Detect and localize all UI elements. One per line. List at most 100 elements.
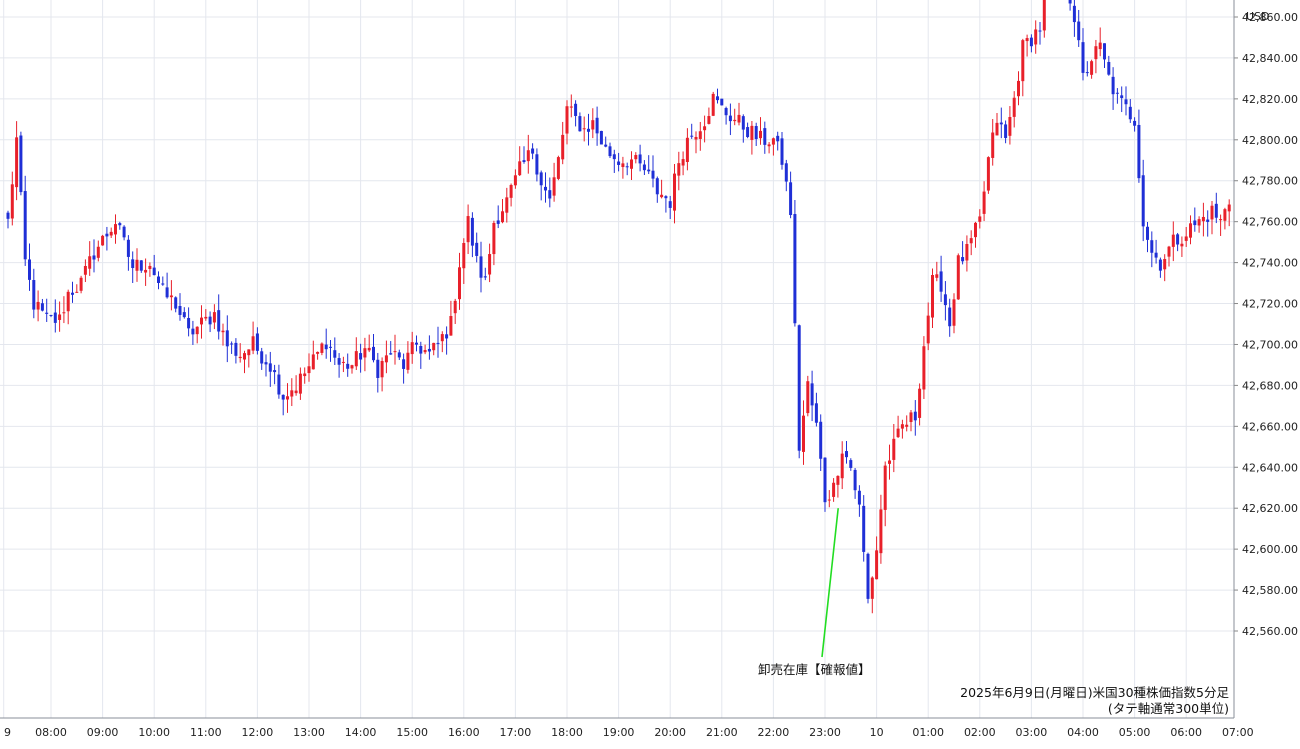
y-tick-label: 42,840.00 (1242, 52, 1298, 65)
candle-body (789, 182, 793, 216)
candle (71, 281, 74, 303)
candle (62, 296, 66, 324)
candle (161, 276, 165, 286)
candle-body (273, 370, 277, 373)
candle-body (221, 330, 225, 333)
candle (376, 352, 380, 393)
candle-body (1206, 219, 1210, 222)
y-tick-label: 42,660.00 (1242, 420, 1298, 433)
candle-body (1120, 95, 1124, 99)
candle-body (599, 130, 603, 145)
candle-body (961, 257, 965, 262)
candle (195, 326, 199, 344)
candle-body (578, 116, 582, 132)
candle (935, 261, 939, 282)
candle-body (402, 359, 406, 369)
candle (286, 383, 289, 413)
candle-body (660, 194, 664, 198)
candle (1141, 159, 1145, 242)
candle (458, 252, 461, 310)
candle-body (608, 146, 612, 157)
annotation-pointer-line (821, 508, 839, 658)
candle-body (449, 316, 453, 336)
candle (913, 400, 917, 436)
candle-body (23, 191, 27, 260)
candle-body (1150, 240, 1154, 253)
candle (1042, 0, 1046, 38)
candle-body (1107, 61, 1111, 75)
candle-body (771, 138, 775, 145)
candle-body (1141, 175, 1145, 227)
candle (999, 107, 1003, 139)
candle (668, 195, 672, 220)
candle (333, 337, 337, 366)
candle (578, 112, 582, 132)
candle (1034, 20, 1038, 54)
candle-body (75, 291, 79, 293)
candle-body (157, 276, 160, 283)
x-tick-label: 02:00 (964, 726, 996, 739)
candle (311, 340, 315, 370)
candle-body (1184, 236, 1188, 241)
candle-body (905, 424, 909, 427)
candle (664, 195, 668, 213)
candle-body (333, 350, 337, 358)
x-tick-label: 22:00 (758, 726, 790, 739)
grid-lines (0, 0, 1234, 718)
candle-body (462, 242, 466, 269)
candle (634, 152, 638, 164)
candle (608, 142, 612, 158)
candle (83, 259, 87, 283)
candle-body (1171, 234, 1175, 247)
candle-body (720, 98, 724, 106)
candle-body (1098, 42, 1102, 50)
candle (1008, 106, 1012, 145)
candle-body (621, 163, 625, 168)
candle-body (225, 330, 229, 347)
candle (569, 94, 573, 118)
candle (1163, 254, 1167, 282)
candle (178, 293, 182, 321)
candle-body (290, 390, 294, 397)
candle (836, 475, 840, 498)
candle (797, 324, 801, 459)
candle (875, 536, 879, 580)
candle-body (1085, 72, 1089, 74)
candle-body (823, 457, 827, 503)
x-tick-label: 10 (870, 726, 884, 739)
candle-body (432, 342, 436, 351)
candle (759, 117, 762, 145)
candle (118, 221, 122, 230)
candle (1193, 207, 1197, 232)
candle-body (1128, 106, 1132, 120)
candle-body (277, 374, 281, 395)
candle (845, 441, 848, 464)
candle (45, 298, 49, 322)
candle (260, 347, 264, 370)
candle (857, 485, 861, 517)
y-tick-label: 42,760.00 (1242, 216, 1298, 229)
candle-body (1068, 0, 1072, 4)
candle-body (518, 161, 522, 176)
y-tick-label: 42,680.00 (1242, 379, 1298, 392)
candle (647, 155, 651, 175)
candle-body (1115, 92, 1119, 94)
y-tick-label: 42,600.00 (1242, 543, 1298, 556)
candle-body (436, 342, 440, 344)
candle-body (32, 280, 36, 310)
candle (660, 179, 664, 199)
candle (1017, 71, 1020, 106)
candle (337, 353, 341, 378)
candle (625, 162, 629, 176)
candle (690, 123, 694, 139)
candle (462, 238, 466, 285)
candle-body (397, 352, 401, 358)
candle (870, 576, 874, 614)
candle (75, 284, 79, 293)
candle-body (217, 310, 221, 332)
candle (931, 268, 934, 328)
candle (1176, 232, 1180, 252)
candle-body (384, 355, 388, 363)
candle (449, 300, 453, 336)
